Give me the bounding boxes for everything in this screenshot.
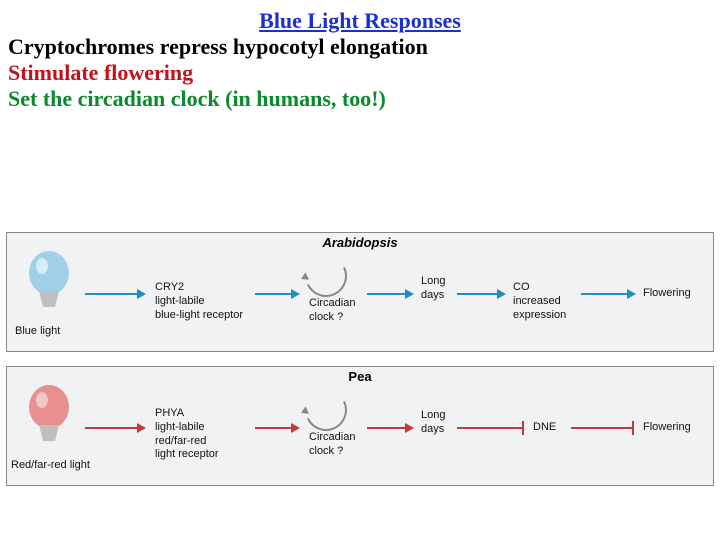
clock-arc-a [299,249,353,303]
arrow-a5 [581,293,635,295]
panel-a-title: Arabidopsis [322,235,397,250]
header-block: Blue Light Responses Cryptochromes repre… [0,0,720,112]
label-longdays-a: Long days [421,275,445,303]
header-line-2: Stimulate flowering [8,60,712,86]
label-clock-b: Circadian clock ? [309,431,355,459]
inhibit-b4 [457,427,523,429]
bulb-blue-icon [25,249,73,319]
panels-container: Arabidopsis Blue light CRY2 light-labile… [6,232,714,500]
panel-pea: Pea Red/far-red light PHYA light-labile … [6,366,714,486]
page-title: Blue Light Responses [8,8,712,34]
arrow-a2 [255,293,299,295]
header-line-3: Set the circadian clock (in humans, too!… [8,86,712,112]
bulb-red-icon [25,383,73,453]
label-longdays-b: Long days [421,409,445,437]
label-blue-light: Blue light [15,325,60,339]
inhibit-b5 [571,427,633,429]
arrow-a3 [367,293,413,295]
arrow-b2 [255,427,299,429]
panel-b-title: Pea [348,369,371,384]
arrow-a4 [457,293,505,295]
label-flowering-a: Flowering [643,287,691,301]
label-dne: DNE [533,421,556,435]
arrow-a1 [85,293,145,295]
label-co: CO increased expression [513,281,566,322]
label-clock-a: Circadian clock ? [309,297,355,325]
header-line-1: Cryptochromes repress hypocotyl elongati… [8,34,712,60]
label-flowering-b: Flowering [643,421,691,435]
label-cry2: CRY2 light-labile blue-light receptor [155,281,243,322]
arrow-b1 [85,427,145,429]
label-red-light: Red/far-red light [11,459,90,473]
panel-arabidopsis: Arabidopsis Blue light CRY2 light-labile… [6,232,714,352]
label-phya: PHYA light-labile red/far-red light rece… [155,407,219,462]
arrow-b3 [367,427,413,429]
clock-arc-b [299,383,353,437]
